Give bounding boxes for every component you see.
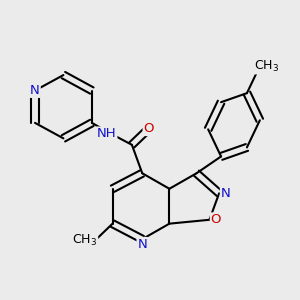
Text: O: O <box>143 122 154 135</box>
Text: CH$_3$: CH$_3$ <box>254 58 279 74</box>
Text: NH: NH <box>97 127 116 140</box>
Text: O: O <box>211 213 221 226</box>
Text: N: N <box>221 187 230 200</box>
Text: N: N <box>30 84 40 97</box>
Text: CH$_3$: CH$_3$ <box>72 233 97 248</box>
Text: N: N <box>137 238 147 251</box>
